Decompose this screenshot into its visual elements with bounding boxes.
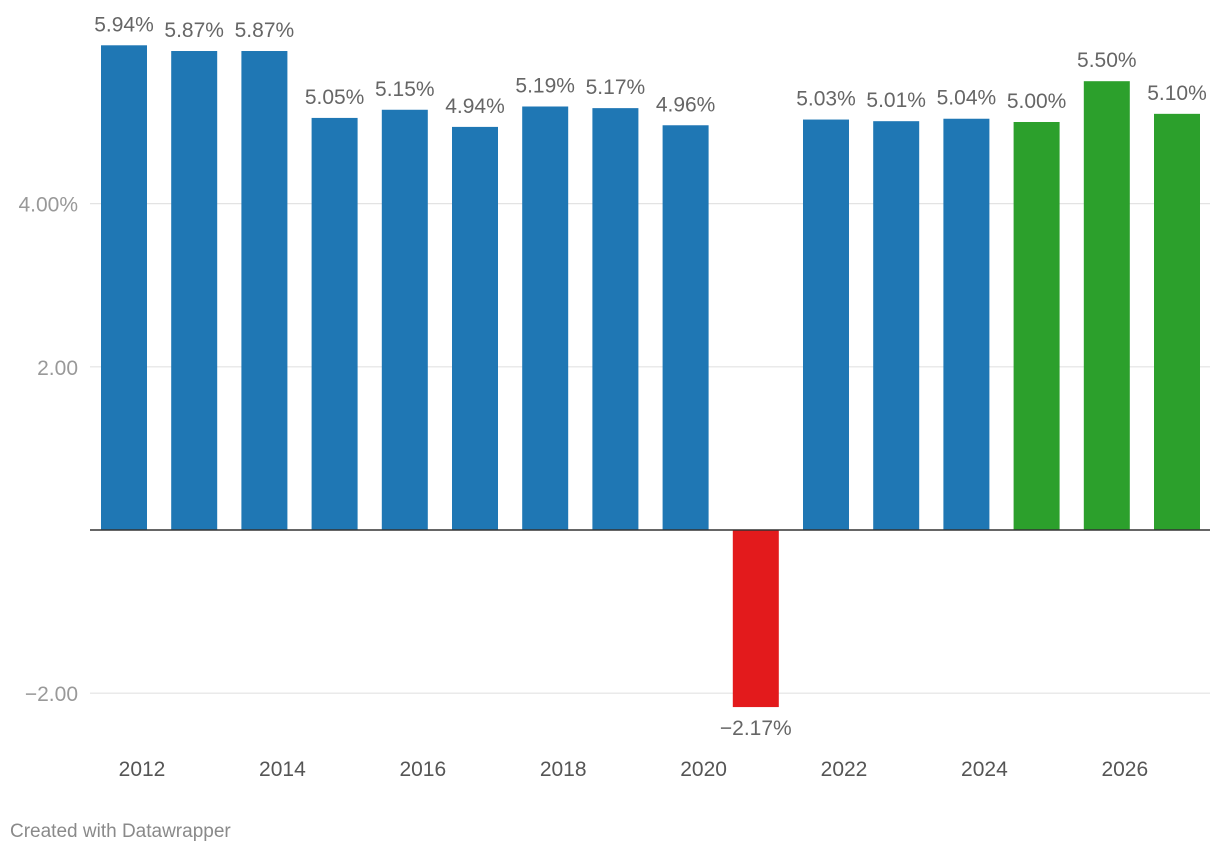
x-tick-label: 2020	[680, 758, 727, 781]
bar-2022	[803, 119, 849, 530]
value-label-2018: 5.19%	[515, 74, 575, 97]
value-label-2026: 5.50%	[1077, 49, 1137, 72]
x-tick-label: 2012	[119, 758, 166, 781]
value-label-2027: 5.10%	[1147, 82, 1207, 105]
x-tick-label: 2026	[1101, 758, 1148, 781]
bar-2017	[452, 126, 498, 531]
bar-2027	[1154, 113, 1200, 530]
x-tick-label: 2018	[540, 758, 587, 781]
bar-2021	[732, 530, 779, 708]
bar-2012	[101, 45, 147, 531]
value-label-2025: 5.00%	[1007, 90, 1067, 113]
bar-2016	[381, 109, 428, 530]
value-label-2016: 5.15%	[375, 78, 435, 101]
y-tick-label: 4.00%	[18, 194, 78, 217]
bar-2018	[522, 106, 569, 530]
x-tick-label: 2024	[961, 758, 1008, 781]
x-tick-label: 2022	[821, 758, 868, 781]
value-label-2014: 5.87%	[235, 19, 295, 42]
value-label-2024: 5.04%	[937, 87, 997, 110]
value-label-2012: 5.94%	[94, 13, 154, 36]
x-tick-label: 2014	[259, 758, 306, 781]
y-tick-label: 2.00	[37, 357, 78, 380]
bar-2023	[873, 121, 920, 531]
y-tick-label: −2.00	[25, 683, 78, 706]
value-label-2015: 5.05%	[305, 86, 365, 109]
bars	[101, 45, 1200, 708]
bar-2014	[241, 51, 288, 531]
bar-2026	[1083, 81, 1130, 530]
value-label-2022: 5.03%	[796, 88, 856, 111]
value-label-2019: 5.17%	[586, 76, 646, 99]
value-labels: 5.94% 5.87% 5.87% 5.05% 5.15% 4.94% 5.19% 5.17%…	[94, 13, 1207, 740]
axes: 4.00% 2.00 −2.00 2012 2014 2016 2018 2020 2022 20…	[18, 194, 1210, 781]
value-label-2021: −2.17%	[720, 717, 792, 740]
x-tick-label: 2016	[399, 758, 446, 781]
value-label-2013: 5.87%	[164, 19, 224, 42]
bar-2019	[592, 108, 639, 531]
value-label-2020: 4.96%	[656, 93, 716, 116]
credit-text: Created with Datawrapper	[10, 821, 231, 842]
bar-2015	[311, 117, 358, 531]
bar-2020	[662, 125, 709, 530]
bar-2013	[171, 51, 218, 531]
value-label-2017: 4.94%	[445, 95, 505, 118]
bar-2024	[943, 118, 990, 531]
value-label-2023: 5.01%	[866, 89, 926, 112]
bar-2025	[1013, 122, 1060, 530]
